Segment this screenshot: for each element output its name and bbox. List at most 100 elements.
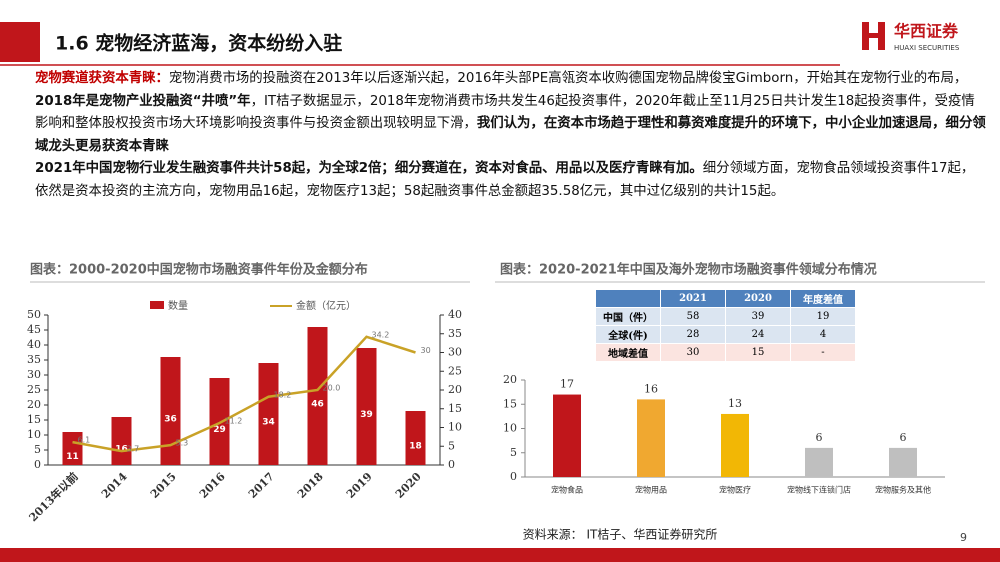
data-label: 16 xyxy=(115,445,128,455)
bar xyxy=(258,363,279,465)
table-cell: 39 xyxy=(725,307,791,326)
y-tick-label: 5 xyxy=(510,446,517,459)
x-tick-label: 宠物医疗 xyxy=(719,485,751,495)
bar xyxy=(62,432,83,465)
footer-bar xyxy=(0,548,1000,562)
data-label: 6.1 xyxy=(78,436,91,445)
data-label: 34 xyxy=(262,418,275,428)
slide-title: 1.6 宠物经济蓝海，资本纷纷入驻 xyxy=(55,32,342,55)
data-label: 29 xyxy=(213,425,226,435)
y2-tick-label: 15 xyxy=(448,402,462,415)
y-tick-label: 50 xyxy=(27,308,41,321)
y-tick-label: 0 xyxy=(34,458,41,471)
table-cell: 24 xyxy=(725,325,791,344)
data-label: 5.3 xyxy=(176,439,189,448)
data-label: 16 xyxy=(644,382,658,395)
y2-tick-label: 40 xyxy=(448,308,462,321)
y-tick-label: 20 xyxy=(27,398,41,411)
x-tick-label: 宠物服务及其他 xyxy=(875,485,931,495)
paragraph: 2021年中国宠物行业发生融资事件共计58起，为全球2倍；细分赛道在，资本对食品… xyxy=(35,158,987,203)
x-tick-label: 2019 xyxy=(344,470,375,501)
x-tick-label: 宠物用品 xyxy=(635,485,667,495)
bar xyxy=(111,417,132,465)
header-cell: 2020 xyxy=(725,289,791,308)
data-label: 13 xyxy=(728,397,742,410)
table-header: 2021 2020 年度差值 xyxy=(595,289,856,308)
y-tick-label: 15 xyxy=(503,397,517,410)
x-tick-label: 2015 xyxy=(148,470,179,501)
bar xyxy=(721,413,749,477)
bar xyxy=(307,327,328,465)
bar xyxy=(160,357,181,465)
logo-subtext: HUAXI SECURITIES xyxy=(894,44,960,52)
bar xyxy=(209,378,230,465)
data-label: 6 xyxy=(900,431,907,444)
table-row: 全球(件) 28 24 4 xyxy=(595,325,856,344)
y2-tick-label: 5 xyxy=(448,439,455,452)
table-cell: - xyxy=(790,343,856,362)
data-label: 18 xyxy=(409,442,422,452)
table-corner xyxy=(595,289,661,308)
x-tick-label: 2014 xyxy=(99,470,130,501)
data-label: 34.2 xyxy=(372,330,390,339)
table-cell: 58 xyxy=(660,307,726,326)
bar xyxy=(405,411,426,465)
y2-tick-label: 20 xyxy=(448,383,462,396)
y-tick-label: 45 xyxy=(27,323,41,336)
data-label: 11 xyxy=(66,452,79,462)
paragraph: 宠物赛道获资本青睐：宠物消费市场的投融资在2013年以后逐渐兴起，2016年头部… xyxy=(35,68,987,158)
table-row: 地域差值 30 15- xyxy=(595,343,856,362)
legend-swatch xyxy=(150,301,164,309)
table-cell: 30 xyxy=(660,343,726,362)
y-tick-label: 15 xyxy=(27,413,41,426)
text-run: 宠物消费市场的投融资在2013年以后逐渐兴起，2016年头部PE高瓴资本收购德国… xyxy=(168,71,968,86)
legend-label: 金额（亿元） xyxy=(296,299,356,312)
data-label: 3.7 xyxy=(127,445,140,454)
text-run: 2021年中国宠物行业发生融资事件共计58起，为全球2倍；细分赛道在，资本对食品… xyxy=(35,161,703,176)
table-cell: 28 xyxy=(660,325,726,344)
y-tick-label: 35 xyxy=(27,353,41,366)
y-tick-label: 0 xyxy=(510,470,517,483)
data-label: 6 xyxy=(816,431,823,444)
y-tick-label: 10 xyxy=(27,428,41,441)
data-label: 30 xyxy=(421,346,431,355)
y2-tick-label: 35 xyxy=(448,327,462,340)
text-run: 细分领域方面，宠物食品领域投资事件17起，依然是资本投资的主流方向，宠物用品16… xyxy=(35,161,975,199)
data-label: 20.0 xyxy=(323,384,341,393)
bar xyxy=(356,348,377,465)
table-cell: 15 xyxy=(725,343,791,362)
header-cell: 年度差值 xyxy=(790,289,856,308)
text-run: 2018年是宠物产业投融资“井喷”年 xyxy=(35,93,251,109)
y2-tick-label: 30 xyxy=(448,346,462,359)
logo-icon xyxy=(862,22,885,50)
x-tick-label: 2017 xyxy=(246,470,277,501)
y2-tick-label: 0 xyxy=(448,458,455,471)
text-run: 我们认为，在资本市场趋于理性和募资难度提升的环境下，中小企业加速退局，细分领域龙… xyxy=(35,116,986,154)
logo-text: 华西证券 xyxy=(894,22,959,41)
chart-title: 图表：2020-2021年中国及海外宠物市场融资事件领域分布情况 xyxy=(500,262,877,278)
y-tick-label: 40 xyxy=(27,338,41,351)
bar xyxy=(637,399,665,477)
x-tick-label: 2013年以前 xyxy=(26,469,81,524)
x-tick-label: 宠物食品 xyxy=(551,485,583,495)
y2-tick-label: 25 xyxy=(448,364,462,377)
bar xyxy=(889,447,917,477)
y-tick-label: 30 xyxy=(27,368,41,381)
y-tick-label: 20 xyxy=(503,373,517,386)
table-cell: 19 xyxy=(790,307,856,326)
y-tick-label: 25 xyxy=(27,383,41,396)
table-cell: 中国（件） xyxy=(595,307,661,326)
line xyxy=(72,335,416,453)
chart-title: 图表：2000-2020中国宠物市场融资事件年份及金额分布 xyxy=(30,262,368,278)
data-label: 36 xyxy=(164,415,177,425)
legend-label: 数量 xyxy=(168,299,188,312)
x-tick-label: 2020 xyxy=(393,470,424,501)
text-run: 宠物赛道获资本青睐： xyxy=(35,71,169,86)
data-label: 11.2 xyxy=(225,417,243,426)
x-tick-label: 2016 xyxy=(197,470,228,501)
text-run: ，IT桔子数据显示，2018年宠物消费市场共发生46起投资事件，2020年截止至… xyxy=(35,93,975,132)
table-cell: 地域差值 xyxy=(595,343,661,362)
header-block xyxy=(0,22,40,62)
page-number: 9 xyxy=(960,531,967,544)
